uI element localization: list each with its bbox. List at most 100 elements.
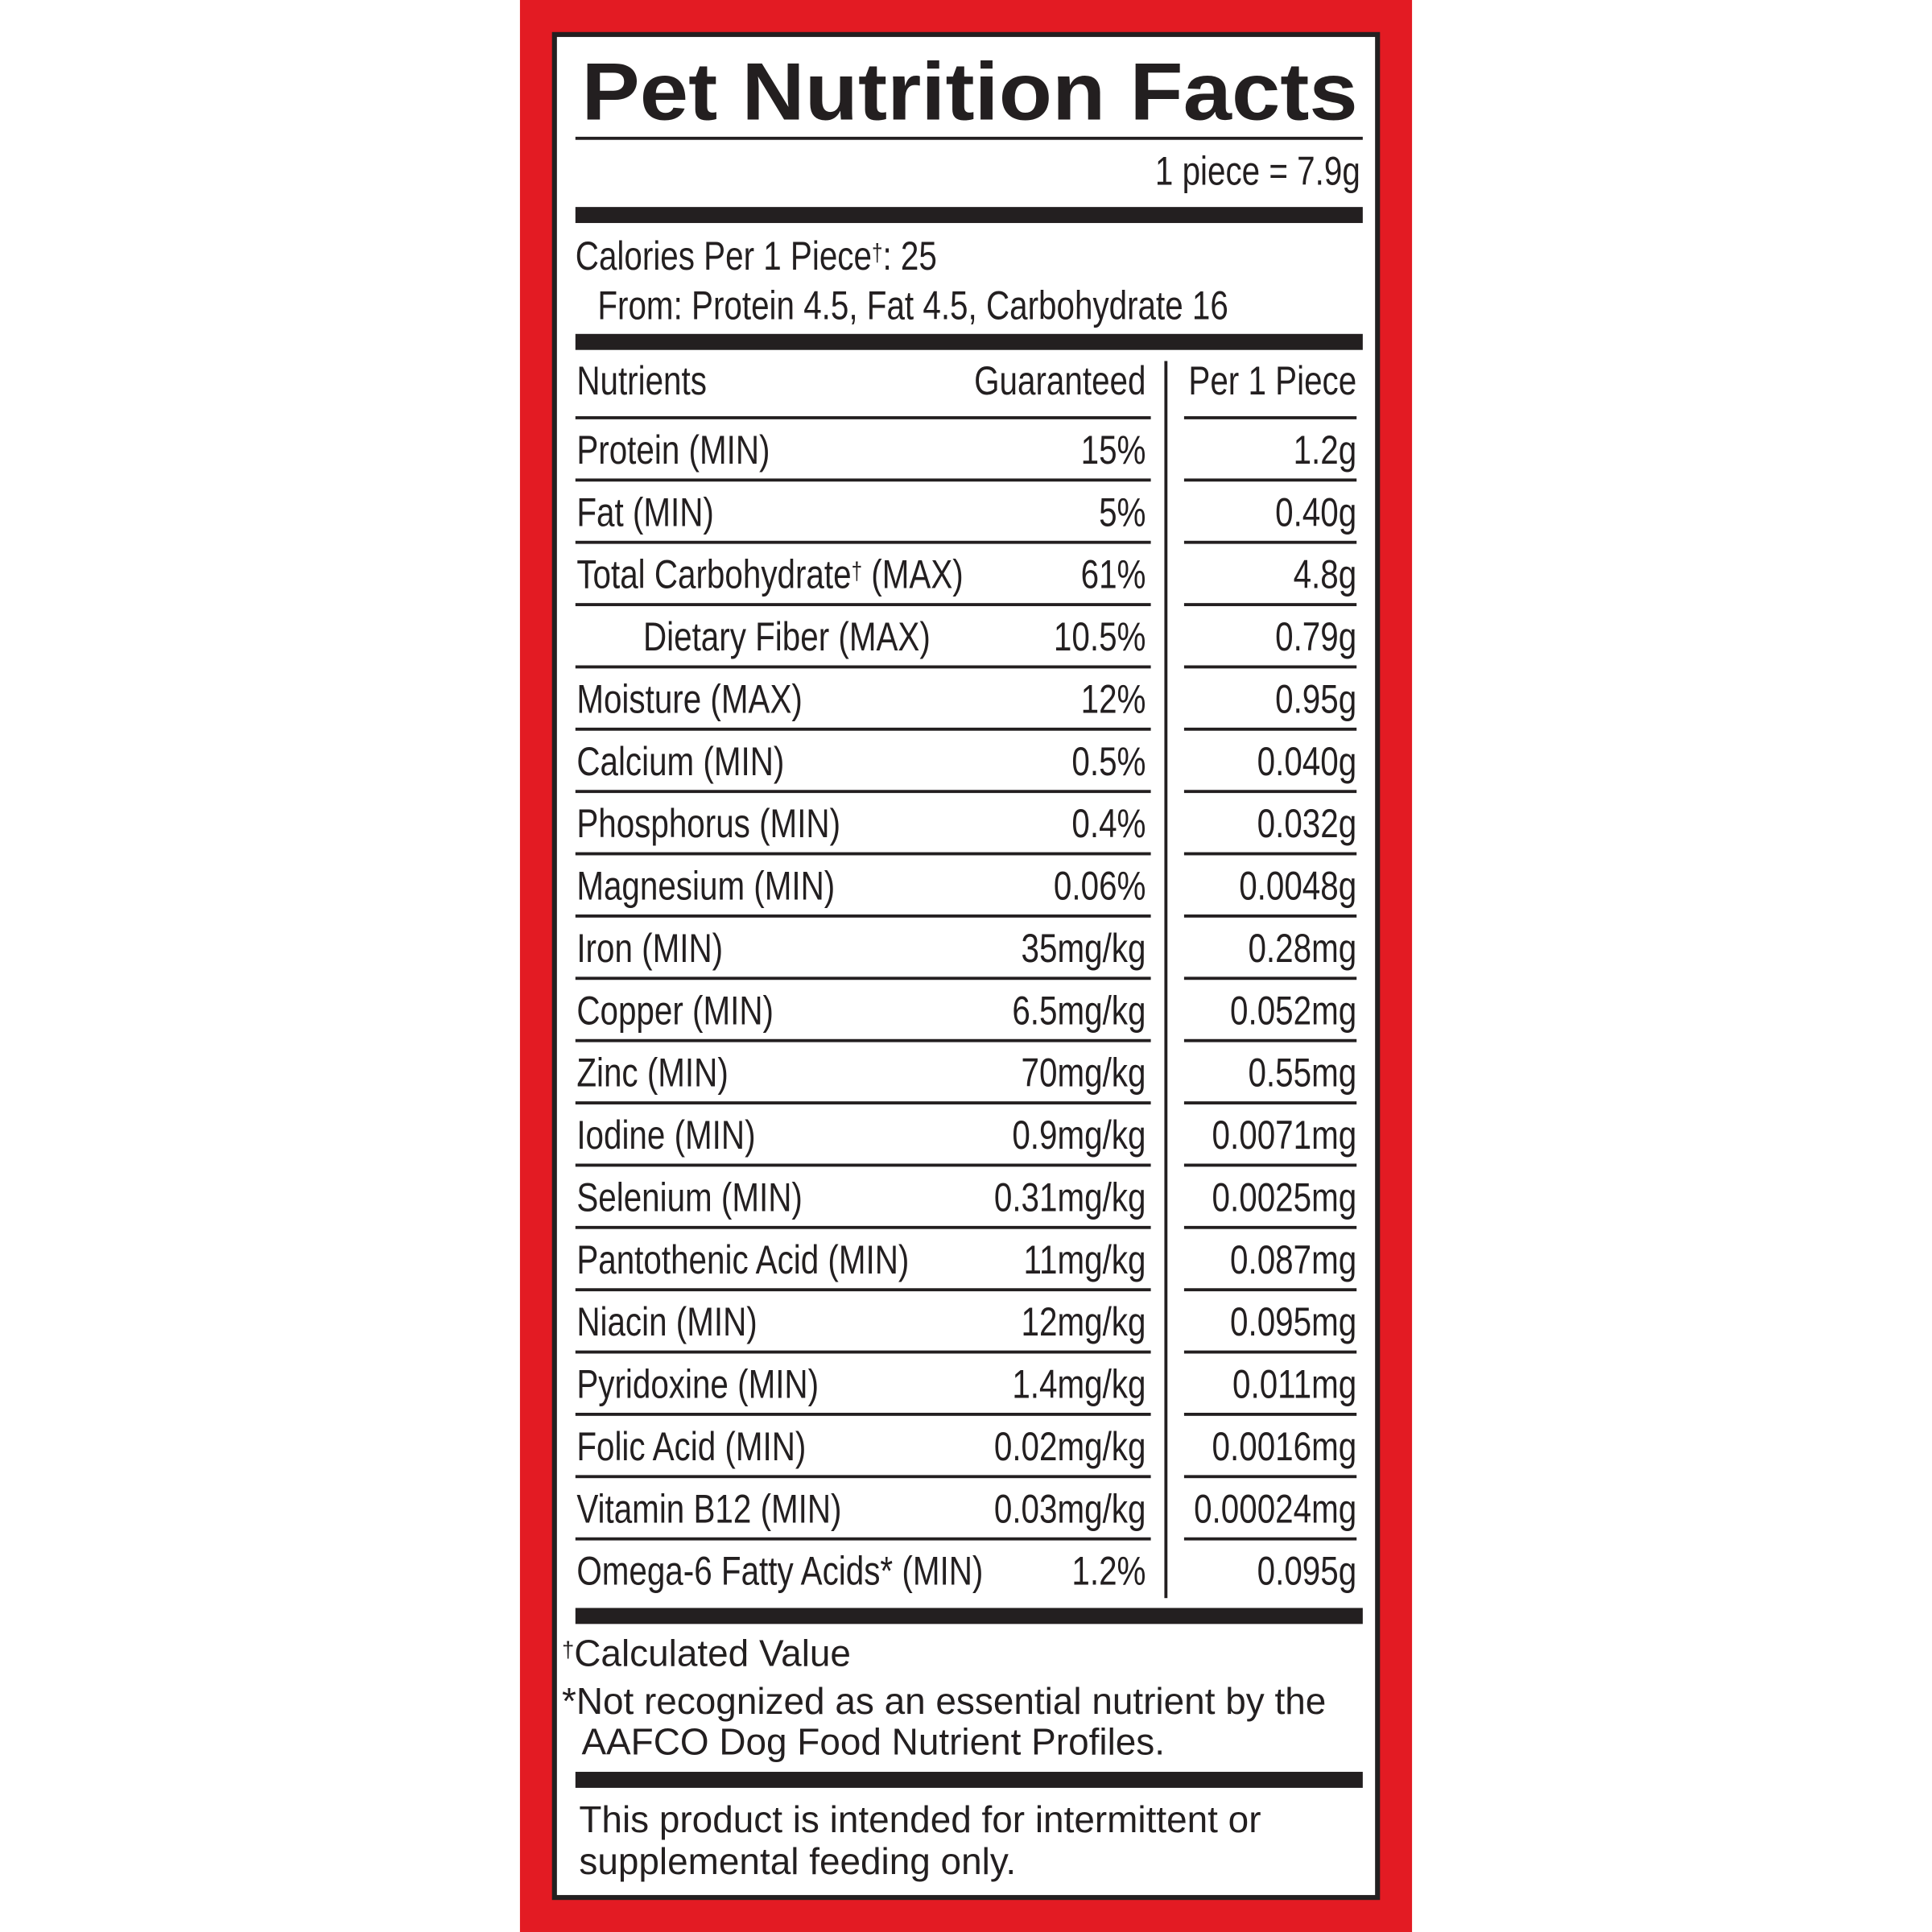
nutrient-name: Zinc (MIN) bbox=[576, 1050, 728, 1095]
guaranteed-value: 0.06% bbox=[1054, 863, 1146, 908]
footnote: *Not recognized as an essential nutrient… bbox=[562, 1680, 1326, 1722]
per-piece-value: 0.052mg bbox=[1230, 988, 1356, 1033]
guaranteed-value: 0.5% bbox=[1071, 739, 1146, 784]
row-rule bbox=[1183, 478, 1357, 482]
row-rule bbox=[1183, 1225, 1357, 1229]
nutrient-name: Vitamin B12 (MIN) bbox=[576, 1486, 841, 1531]
rule bbox=[575, 136, 1363, 140]
row-rule bbox=[1183, 852, 1357, 856]
column-header: Per 1 Piece bbox=[1188, 358, 1356, 403]
thick-rule bbox=[575, 1772, 1363, 1788]
serving-size: 1 piece = 7.9g bbox=[1155, 148, 1360, 193]
calories-from: From: Protein 4.5, Fat 4.5, Carbohydrate… bbox=[597, 283, 1228, 328]
nutrient-name: Pyridoxine (MIN) bbox=[576, 1361, 819, 1406]
statement: This product is intended for intermitten… bbox=[579, 1798, 1261, 1840]
row-rule bbox=[1183, 665, 1357, 669]
per-piece-value: 0.095mg bbox=[1230, 1299, 1356, 1344]
row-rule bbox=[1183, 1475, 1357, 1479]
row-rule bbox=[1183, 790, 1357, 794]
row-rule bbox=[575, 1350, 1151, 1354]
row-rule bbox=[575, 603, 1151, 606]
row-rule bbox=[575, 1163, 1151, 1167]
guaranteed-value: 12% bbox=[1081, 676, 1146, 721]
row-rule bbox=[1183, 727, 1357, 731]
guaranteed-value: 6.5mg/kg bbox=[1012, 988, 1146, 1033]
nutrient-name: Protein (MIN) bbox=[576, 427, 770, 473]
nutrient-name: Magnesium (MIN) bbox=[576, 863, 835, 908]
row-rule bbox=[575, 1101, 1151, 1104]
row-rule bbox=[1183, 416, 1357, 419]
per-piece-value: 0.0071mg bbox=[1212, 1113, 1357, 1158]
per-piece-value: 0.28mg bbox=[1248, 926, 1356, 971]
row-rule bbox=[575, 665, 1151, 669]
row-rule bbox=[1183, 1163, 1357, 1167]
title: Pet Nutrition Facts bbox=[581, 47, 1357, 137]
guaranteed-value: 61% bbox=[1081, 551, 1146, 597]
row-rule bbox=[1183, 976, 1357, 980]
guaranteed-value: 5% bbox=[1099, 489, 1146, 535]
guaranteed-value: 70mg/kg bbox=[1022, 1050, 1146, 1095]
row-rule bbox=[575, 1288, 1151, 1292]
nutrient-name: Phosphorus (MIN) bbox=[576, 801, 840, 846]
thick-rule bbox=[575, 333, 1363, 350]
per-piece-value: 0.087mg bbox=[1230, 1236, 1356, 1282]
guaranteed-value: 0.31mg/kg bbox=[994, 1174, 1146, 1220]
row-rule bbox=[575, 1225, 1151, 1229]
guaranteed-value: 0.02mg/kg bbox=[994, 1424, 1146, 1469]
guaranteed-value: 0.4% bbox=[1071, 801, 1146, 846]
per-piece-value: 0.0016mg bbox=[1212, 1424, 1357, 1469]
nutrient-name: Dietary Fiber (MAX) bbox=[643, 614, 931, 659]
per-piece-value: 0.95g bbox=[1275, 676, 1356, 721]
calories-sup: † bbox=[872, 238, 882, 266]
nutrient-name: Iodine (MIN) bbox=[576, 1113, 755, 1158]
row-rule bbox=[1183, 1288, 1357, 1292]
row-rule bbox=[575, 1038, 1151, 1042]
footnote: †Calculated Value bbox=[562, 1632, 851, 1674]
guaranteed-value: 1.4mg/kg bbox=[1012, 1361, 1146, 1406]
guaranteed-value: 1.2% bbox=[1071, 1548, 1146, 1593]
footnote-part: Calculated Value bbox=[574, 1632, 851, 1674]
row-rule bbox=[1183, 1350, 1357, 1354]
guaranteed-value: 0.9mg/kg bbox=[1012, 1113, 1146, 1158]
row-rule bbox=[575, 416, 1151, 419]
statement: supplemental feeding only. bbox=[579, 1840, 1016, 1882]
per-piece-value: 0.032g bbox=[1257, 801, 1357, 846]
per-piece-value: 0.0048g bbox=[1239, 863, 1356, 908]
row-rule bbox=[1183, 540, 1357, 544]
per-piece-value: 0.0025mg bbox=[1212, 1174, 1357, 1220]
guaranteed-value: 12mg/kg bbox=[1022, 1299, 1146, 1344]
footnote-sup: † bbox=[562, 1637, 574, 1662]
row-rule bbox=[575, 727, 1151, 731]
nutrient-name: Selenium (MIN) bbox=[576, 1174, 803, 1220]
row-rule bbox=[1183, 1537, 1357, 1541]
guaranteed-value: 35mg/kg bbox=[1022, 926, 1146, 971]
nutrient-name: Iron (MIN) bbox=[576, 926, 723, 971]
nutrient-name: Copper (MIN) bbox=[576, 988, 774, 1033]
row-rule bbox=[1183, 1101, 1357, 1104]
per-piece-value: 0.040g bbox=[1257, 739, 1357, 784]
row-rule bbox=[575, 790, 1151, 794]
row-rule bbox=[1183, 1038, 1357, 1042]
row-rule bbox=[575, 976, 1151, 980]
nutrient-name: Calcium (MIN) bbox=[576, 739, 784, 784]
nutrient-name-part: (MAX) bbox=[862, 551, 964, 597]
row-rule bbox=[1183, 1413, 1357, 1416]
guaranteed-value: 11mg/kg bbox=[1024, 1236, 1146, 1282]
nutrient-name-sup: † bbox=[852, 557, 862, 584]
plain-text: Pet Nutrition Facts†Calculated Value*Not… bbox=[562, 47, 1358, 1882]
nutrient-name: Total Carbohydrate† (MAX) bbox=[576, 551, 963, 597]
row-rule bbox=[575, 914, 1151, 918]
guaranteed-value: 0.03mg/kg bbox=[994, 1486, 1146, 1531]
per-piece-value: 0.095g bbox=[1257, 1548, 1357, 1593]
nutrient-name: Fat (MIN) bbox=[576, 489, 714, 535]
calories-part: Calories Per 1 Piece bbox=[576, 233, 872, 279]
nutrient-name: Folic Acid (MIN) bbox=[576, 1424, 806, 1469]
guaranteed-value: 15% bbox=[1081, 427, 1146, 473]
row-rule bbox=[575, 478, 1151, 482]
guaranteed-value: 10.5% bbox=[1054, 614, 1146, 659]
thick-rule bbox=[575, 1608, 1363, 1624]
footnote: AAFCO Dog Food Nutrient Profiles. bbox=[581, 1721, 1165, 1763]
per-piece-value: 0.55mg bbox=[1248, 1050, 1356, 1095]
row-rule bbox=[575, 540, 1151, 544]
